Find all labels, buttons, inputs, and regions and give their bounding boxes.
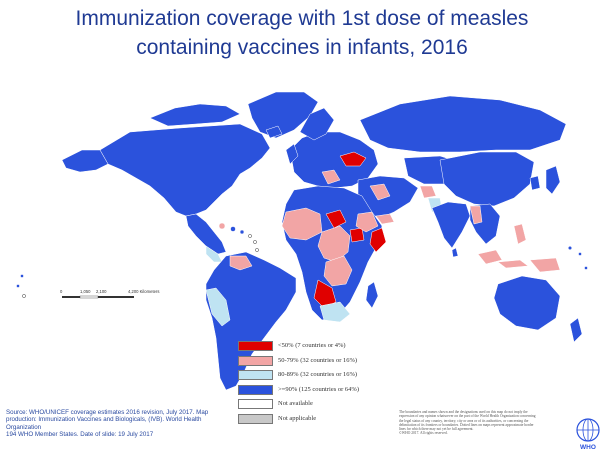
disclaimer-line-3: the legal status of any country, territo…: [399, 418, 529, 423]
region-caribbean-1: [218, 222, 226, 230]
region-myanmar: [469, 205, 483, 225]
region-indonesia-2: [497, 259, 529, 269]
legend-swatch: [238, 384, 273, 395]
region-madagascar: [365, 281, 379, 309]
legend-item-below-50: <50% (7 countries or 4%): [238, 340, 408, 353]
legend-item-90-plus: >=90% (125 countries or 64%): [238, 384, 408, 397]
legend-item-80-89: 80-89% (32 countries or 16%): [238, 369, 408, 382]
disclaimer-line-5: lines for which there may not yet be ful…: [399, 427, 474, 432]
legend-label: >=90% (125 countries or 64%): [278, 385, 359, 393]
region-scandinavia: [299, 107, 335, 141]
region-yemen: [375, 213, 395, 225]
region-india: [431, 201, 471, 249]
map-title-line-1: Immunization coverage with 1st dose of m…: [75, 7, 529, 30]
region-sri-lanka: [451, 247, 459, 258]
scale-label-0: 0: [60, 289, 63, 294]
legend-item-not-available: Not available: [238, 398, 408, 411]
disclaimer-line-4: delimitation of its frontiers or boundar…: [399, 422, 534, 427]
map-title-line-2: containing vaccines in infants, 2016: [136, 36, 468, 59]
legend-swatch: [238, 413, 273, 424]
source-line-2: production: Immunization Vaccines and Bi…: [6, 416, 202, 424]
region-pacific-island-2: [578, 252, 582, 256]
scale-label-1050: 1,050: [80, 289, 91, 294]
scale-label-4200: 4,200 Kilometers: [128, 289, 160, 294]
region-uk: [285, 143, 299, 165]
region-pacific-island-6: [22, 294, 26, 298]
region-south-sudan: [349, 227, 365, 243]
legend-swatch: [238, 399, 273, 409]
region-greenland: [247, 91, 319, 139]
region-russia: [359, 95, 567, 153]
disclaimer-line-2: expression of any opinion whatsoever on …: [399, 414, 536, 419]
region-china: [439, 151, 535, 207]
legend-label: 80-89% (32 countries or 16%): [278, 371, 358, 378]
who-logo: WHO: [576, 418, 600, 451]
legend-item-not-applicable: Not applicable: [238, 413, 408, 426]
region-indonesia-1: [477, 249, 503, 265]
region-caribbean-3: [239, 229, 245, 235]
region-west-africa: [281, 207, 323, 241]
source-line-4: 194 WHO Member States. Date of slide: 19…: [6, 431, 154, 439]
region-pacific-island-1: [567, 245, 573, 251]
region-alaska: [61, 149, 109, 173]
map-title: Immunization coverage with 1st dose of m…: [0, 4, 604, 62]
scale-label-2100: 2,100: [96, 289, 107, 294]
region-japan: [545, 165, 561, 195]
region-pacific-island-5: [16, 284, 20, 288]
legend-swatch: [238, 355, 273, 366]
region-caribbean-6: [255, 248, 259, 252]
region-korea: [529, 175, 541, 191]
legend-label: <50% (7 countries or 4%): [278, 342, 346, 349]
region-philippines: [513, 223, 527, 245]
region-drc: [323, 255, 353, 287]
map-legend: <50% (7 countries or 4%) 50-79% (32 coun…: [238, 340, 408, 427]
region-north-america: [99, 123, 271, 217]
region-caribbean-2: [230, 226, 236, 232]
region-australia: [493, 275, 561, 331]
region-chad: [325, 209, 347, 229]
legend-label: Not available: [278, 400, 313, 407]
region-new-zealand: [569, 317, 583, 343]
source-line-1: Source: WHO/UNICEF coverage estimates 20…: [6, 409, 209, 416]
region-pacific-island-3: [584, 266, 588, 270]
region-afghanistan: [419, 185, 437, 199]
disclaimer-line-6: ©WHO 2017. All rights reserved.: [399, 431, 448, 436]
region-peru-bolivia: [205, 287, 231, 327]
scale-bar-graphic: [62, 295, 134, 299]
scale-bar: 0 1,050 2,100 4,200 Kilometers: [60, 289, 190, 311]
region-pacific-island-4: [20, 274, 24, 278]
region-somalia: [369, 227, 387, 253]
region-syria-iraq: [369, 183, 391, 201]
region-ukraine: [339, 151, 367, 167]
region-ethiopia: [355, 211, 379, 233]
region-south-africa: [319, 301, 351, 323]
region-central-america-2: [205, 245, 223, 263]
legend-label: Not applicable: [278, 414, 317, 422]
region-caribbean-5: [253, 240, 257, 244]
legend-swatch: [238, 370, 273, 380]
legend-swatch: [238, 341, 273, 351]
source-line-3: Organization: [6, 423, 42, 431]
region-venezuela: [229, 255, 253, 271]
legend-label: 50-79% (32 countries or 16%): [278, 356, 358, 364]
region-balkans: [321, 169, 341, 185]
who-logo-text: WHO: [580, 444, 596, 451]
source-note: Source: WHO/UNICEF coverage estimates 20…: [6, 409, 281, 439]
legend-item-50-79: 50-79% (32 countries or 16%): [238, 355, 408, 368]
disclaimer-line-1: The boundaries and names shown and the d…: [399, 410, 528, 414]
region-caribbean-4: [248, 234, 252, 238]
region-iceland: [265, 125, 283, 139]
region-central-america: [185, 213, 227, 255]
region-canadian-arctic: [149, 103, 241, 127]
region-papua: [529, 257, 561, 273]
disclaimer-note: The boundaries and names shown and the d…: [399, 410, 571, 436]
